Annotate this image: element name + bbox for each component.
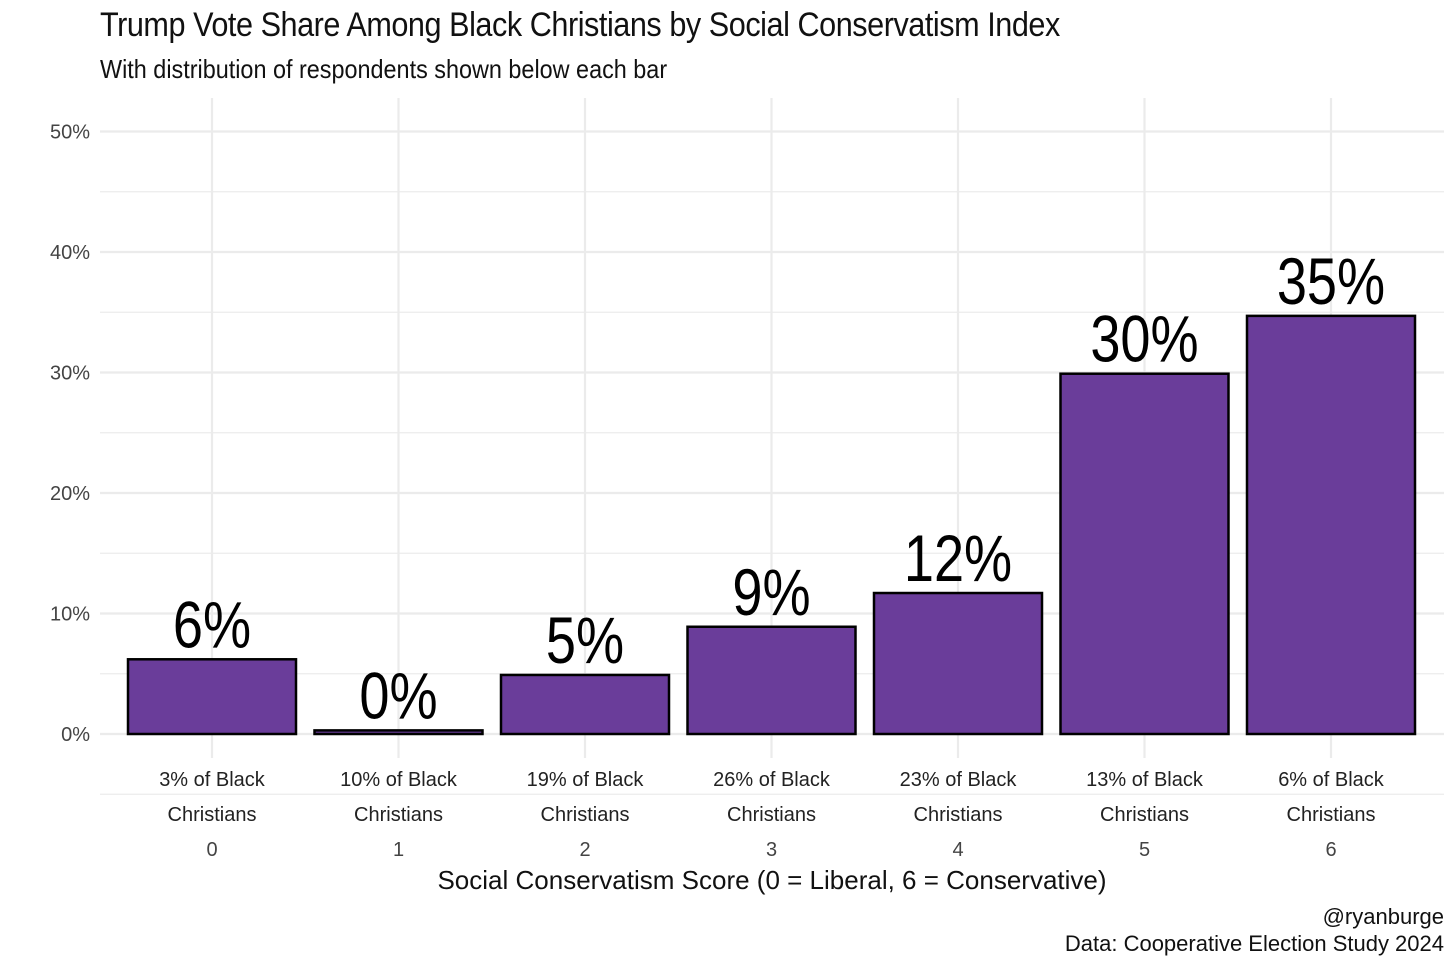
- y-tick-label: 40%: [50, 242, 90, 264]
- bar-0: [126, 658, 298, 736]
- y-tick-label: 10%: [50, 604, 90, 626]
- distribution-label: Christians: [354, 804, 443, 826]
- bars: [126, 314, 1417, 736]
- bar-value-label: 0%: [359, 658, 437, 732]
- bar-value-label: 30%: [1090, 302, 1198, 376]
- y-axis-tick-labels: 0% 10% 20% 30% 40% 50%: [50, 122, 90, 747]
- bar-value-label: 12%: [904, 521, 1012, 595]
- caption-handle: @ryanburge: [1322, 904, 1444, 929]
- distribution-label: Christians: [541, 804, 630, 826]
- chart-subtitle: With distribution of respondents shown b…: [100, 54, 668, 84]
- distribution-label: Christians: [1287, 804, 1376, 826]
- distribution-label: 23% of Black: [900, 769, 1018, 791]
- distribution-label: 19% of Black: [527, 769, 645, 791]
- bar-6: [1245, 314, 1417, 736]
- x-tick-label: 4: [952, 839, 963, 861]
- chart-title: Trump Vote Share Among Black Christians …: [100, 6, 1060, 44]
- distribution-label: 6% of Black: [1278, 769, 1385, 791]
- x-tick-label: 3: [766, 839, 777, 861]
- y-tick-label: 30%: [50, 363, 90, 385]
- bar-3: [686, 625, 857, 736]
- x-axis-tick-labels: 3% of Black Christians 0 10% of Black Christ…: [159, 769, 1385, 861]
- bar-value-labels: 6% 0% 5% 9% 12% 30% 35%: [173, 244, 1385, 733]
- bar-value-label: 35%: [1277, 244, 1385, 318]
- caption-source: Data: Cooperative Election Study 2024: [1064, 931, 1444, 956]
- distribution-label: 3% of Black: [159, 769, 266, 791]
- bar-value-label: 5%: [546, 603, 624, 677]
- distribution-label: 26% of Black: [713, 769, 831, 791]
- x-tick-label: 6: [1325, 839, 1336, 861]
- distribution-label: Christians: [727, 804, 816, 826]
- distribution-label: 13% of Black: [1086, 769, 1204, 791]
- x-axis-title: Social Conservatism Score (0 = Liberal, …: [437, 865, 1106, 895]
- x-tick-label: 1: [393, 839, 404, 861]
- y-tick-label: 20%: [50, 483, 90, 505]
- distribution-label: Christians: [914, 804, 1003, 826]
- y-tick-label: 50%: [50, 122, 90, 144]
- x-tick-label: 2: [579, 839, 590, 861]
- x-tick-label: 5: [1139, 839, 1150, 861]
- bar-2: [499, 673, 671, 736]
- distribution-label: Christians: [168, 804, 257, 826]
- bar-5: [1059, 372, 1230, 736]
- bar-1: [313, 729, 484, 736]
- bar-value-label: 9%: [732, 555, 810, 629]
- y-tick-label: 0%: [61, 724, 90, 746]
- bar-value-label: 6%: [173, 587, 251, 661]
- distribution-label: Christians: [1100, 804, 1189, 826]
- x-tick-label: 0: [206, 839, 217, 861]
- distribution-label: 10% of Black: [340, 769, 458, 791]
- bar-4: [872, 591, 1044, 736]
